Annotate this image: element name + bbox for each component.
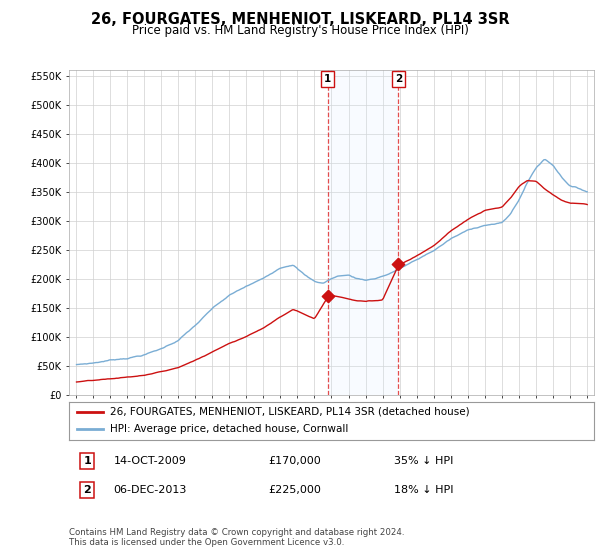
Text: 2: 2: [83, 485, 91, 495]
Point: [394, 260, 403, 269]
Text: 26, FOURGATES, MENHENIOT, LISKEARD, PL14 3SR: 26, FOURGATES, MENHENIOT, LISKEARD, PL14…: [91, 12, 509, 27]
Text: 26, FOURGATES, MENHENIOT, LISKEARD, PL14 3SR (detached house): 26, FOURGATES, MENHENIOT, LISKEARD, PL14…: [110, 407, 470, 417]
Text: Price paid vs. HM Land Registry's House Price Index (HPI): Price paid vs. HM Land Registry's House …: [131, 24, 469, 37]
Text: 18% ↓ HPI: 18% ↓ HPI: [395, 485, 454, 495]
Text: 1: 1: [324, 74, 332, 83]
Text: 06-DEC-2013: 06-DEC-2013: [113, 485, 187, 495]
Text: 35% ↓ HPI: 35% ↓ HPI: [395, 456, 454, 466]
Text: 14-OCT-2009: 14-OCT-2009: [113, 456, 187, 466]
Point: [323, 292, 333, 301]
Text: HPI: Average price, detached house, Cornwall: HPI: Average price, detached house, Corn…: [110, 424, 349, 435]
Text: Contains HM Land Registry data © Crown copyright and database right 2024.
This d: Contains HM Land Registry data © Crown c…: [69, 528, 404, 547]
Bar: [328, 70, 398, 395]
Text: £170,000: £170,000: [269, 456, 321, 466]
Text: 2: 2: [395, 74, 402, 83]
Text: 1: 1: [83, 456, 91, 466]
Text: £225,000: £225,000: [269, 485, 322, 495]
